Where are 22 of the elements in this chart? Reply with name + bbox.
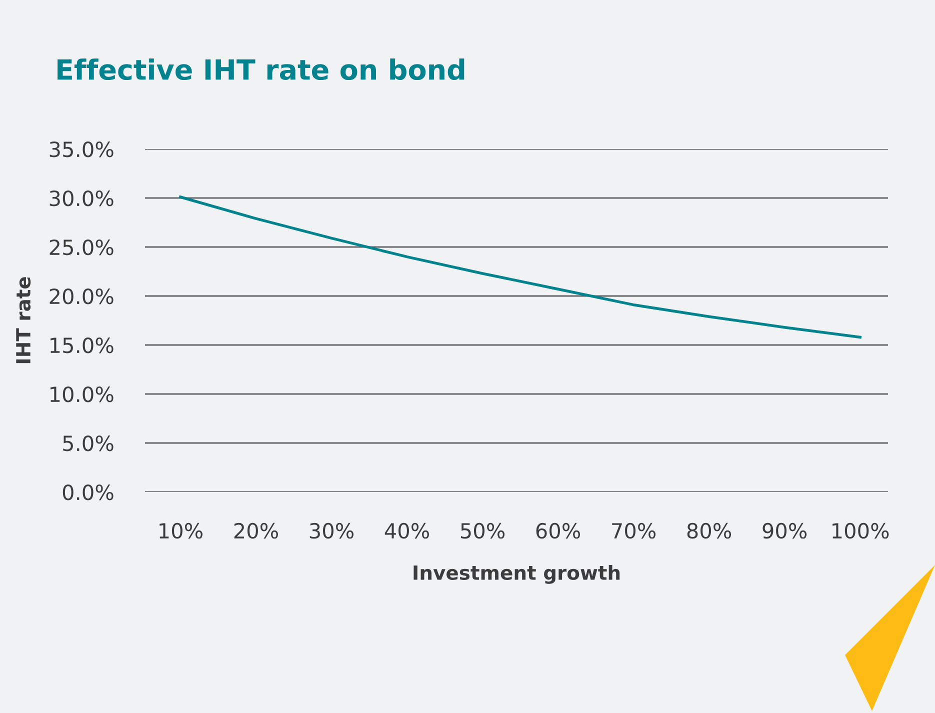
y-tick-label: 30.0% [50,190,114,206]
x-tick-label: 50% [460,522,505,539]
y-tick-label: 15.0% [50,337,114,354]
y-tick-label: 20.0% [50,288,114,304]
y-tick-label: 10.0% [50,386,114,402]
x-tick-label: 70% [612,522,656,539]
y-tick-label: 35.0% [50,141,114,158]
x-tick-label: 60% [536,522,580,539]
x-tick-label: 40% [384,522,430,539]
x-tick-label: 100% [832,522,889,539]
y-tick-label: 0.0% [62,484,114,500]
x-tick-label: 20% [234,522,278,539]
y-tick-label: 25.0% [50,239,114,256]
y-tick-label: 5.0% [63,435,114,452]
x-tick-label: 90% [762,522,807,539]
y-axis-title: IHT rate [16,277,31,364]
x-tick-label: 80% [687,522,732,539]
x-tick-label: 30% [310,522,354,539]
chart-title: Effective IHT rate on bond [58,58,464,80]
line-series [179,196,862,339]
x-axis-title: Investment growth [414,564,620,584]
x-tick-label: 10% [160,522,202,539]
